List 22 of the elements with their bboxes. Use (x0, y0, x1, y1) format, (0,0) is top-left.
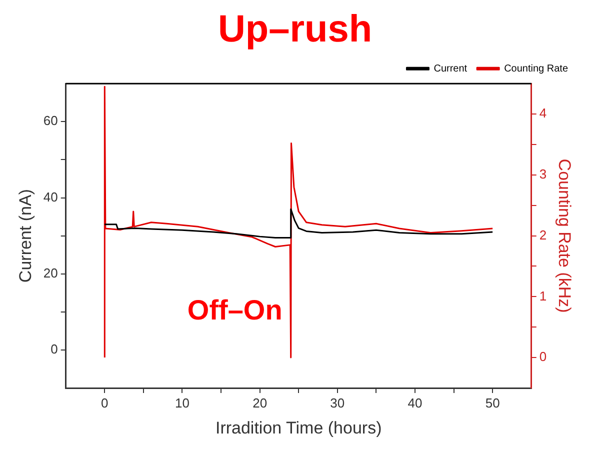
y2-tick-label: 4 (539, 106, 547, 121)
annotation: Off–On (187, 294, 282, 326)
x-tick-label: 0 (101, 395, 108, 410)
y-axis-title: Current (nA) (16, 189, 35, 283)
y-tick-label: 40 (43, 189, 58, 204)
y2-axis-title: Counting Rate (kHz) (555, 158, 574, 313)
chart-title: Up–rush (218, 8, 372, 50)
x-tick-label: 40 (408, 395, 422, 410)
x-tick-label: 30 (330, 395, 345, 410)
y-tick-label: 0 (50, 342, 58, 357)
x-tick-label: 10 (175, 395, 190, 410)
x-tick-label: 20 (252, 395, 268, 410)
legend-label: Counting Rate (504, 63, 568, 74)
legend-label: Current (434, 63, 468, 74)
x-axis-title: Irradition Time (hours) (215, 418, 382, 438)
y-tick-label: 60 (43, 113, 58, 128)
y2-tick-label: 0 (539, 349, 547, 364)
y-tick-label: 20 (43, 265, 58, 280)
y2-tick-label: 3 (539, 166, 547, 182)
y2-tick-label: 2 (539, 227, 547, 242)
y2-tick-label: 1 (539, 288, 547, 304)
x-tick-label: 50 (485, 395, 500, 410)
